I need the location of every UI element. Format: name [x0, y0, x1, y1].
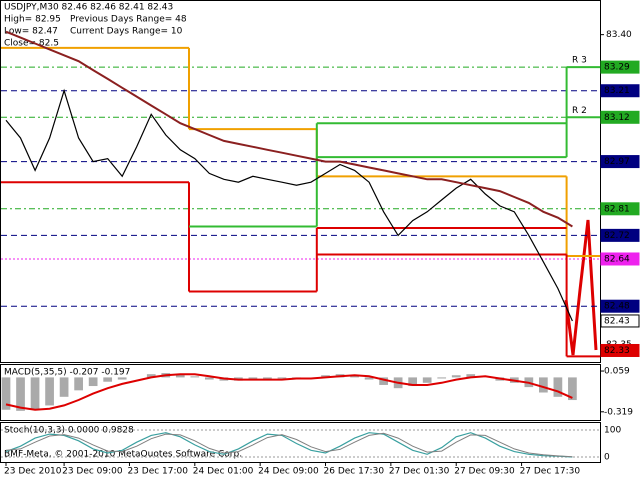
macd-bar [45, 377, 54, 406]
macd-bar [466, 374, 476, 378]
stoch-frame [0, 422, 601, 463]
macd-bar [248, 377, 258, 380]
macd-bar [74, 377, 83, 391]
level-box [600, 314, 640, 328]
y-tick-label: 83.40 [606, 30, 632, 40]
macd-bar [175, 374, 185, 378]
level-label: 82.72 [604, 231, 630, 241]
macd-bar [263, 377, 272, 380]
x-tick-label: 24 Dec 01:00 [193, 467, 254, 477]
macd-bar [30, 377, 40, 410]
x-tick-label: 23 Dec 17:00 [127, 467, 188, 477]
level-label: 82.43 [604, 316, 630, 326]
level-label: 82.48 [604, 302, 630, 312]
macd-bar [1, 377, 11, 410]
info: Close= 82.5 [4, 39, 59, 49]
x-tick-label: 27 Dec 01:30 [389, 467, 450, 477]
level-box [600, 202, 640, 216]
macd-bar [364, 377, 374, 380]
x-tick-label: 23 Dec 09:00 [62, 467, 123, 477]
macd-bar [568, 377, 577, 401]
zigzag [564, 219, 598, 356]
macd-bar [117, 377, 127, 380]
copyright: BMF-Meta, © 2001-2010 MetaQuotes Softwar… [4, 450, 242, 460]
x-tick-label: 27 Dec 17:30 [520, 467, 581, 477]
x-tick-label: 26 Dec 17:30 [324, 467, 385, 477]
macd-bar [422, 377, 432, 383]
x-tick-label: 27 Dec 09:30 [454, 467, 515, 477]
main-frame [0, 0, 601, 363]
chart-title: USDJPY,M30 82.46 82.46 82.41 82.43 [4, 3, 173, 13]
y-tick-label: -0.319 [604, 407, 633, 417]
level-box [600, 299, 640, 313]
info: High= 82.95 [4, 15, 61, 25]
pivot-label: R 3 [572, 56, 587, 66]
macd-bar [190, 376, 200, 378]
macd-bar [379, 377, 388, 385]
level-label: 83.29 [604, 63, 630, 73]
macd-bar [88, 377, 98, 387]
macd-bar [437, 377, 447, 379]
macd-bar [539, 377, 548, 393]
x-tick-label: 24 Dec 09:00 [258, 467, 319, 477]
macd-bar [321, 375, 330, 378]
macd-label: MACD(5,35,5) -0.207 -0.197 [4, 368, 130, 378]
macd-frame [0, 364, 601, 421]
pivot-label: R 2 [572, 106, 587, 116]
level-box [600, 252, 640, 266]
macd-bar [350, 375, 359, 378]
level-label: 83.21 [604, 86, 630, 96]
macd-signal [5, 373, 573, 411]
level-box [600, 84, 640, 98]
level-label: 83.12 [604, 113, 630, 123]
level-box [600, 228, 640, 242]
x-tick-label: 23 Dec 2010 [4, 467, 62, 477]
level-box [600, 110, 640, 124]
macd-bar [553, 377, 563, 397]
y-tick-label: 0.059 [604, 367, 630, 377]
macd-bar [204, 377, 214, 380]
level-label: 82.81 [604, 204, 630, 214]
macd-bar [16, 377, 25, 411]
macd-bar [277, 377, 287, 379]
macd-bar [103, 377, 113, 382]
level-box [600, 343, 640, 357]
macd-bar [451, 375, 461, 378]
macd-bar [146, 374, 156, 378]
info: Current Days Range= 10 [70, 27, 183, 37]
y-tick-label: 0 [604, 453, 610, 463]
macd-bar [408, 377, 418, 387]
info: Low= 82.47 [4, 27, 58, 37]
level-box [600, 155, 640, 169]
macd-bar [59, 377, 69, 397]
level-box [600, 60, 640, 74]
price-line [5, 30, 573, 228]
stoch-signal [5, 432, 573, 458]
y-tick-label: 100 [604, 426, 621, 436]
info: Previous Days Range= 48 [70, 15, 187, 25]
level-label: 82.97 [604, 157, 630, 167]
level-label: 82.64 [604, 254, 630, 264]
level-label: 82.33 [604, 346, 630, 356]
